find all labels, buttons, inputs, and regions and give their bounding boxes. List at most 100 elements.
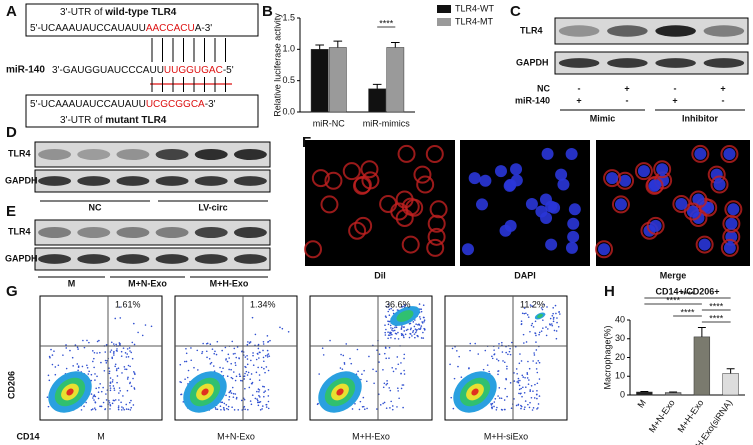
event-dot: [65, 367, 68, 370]
significance-label: ****: [666, 295, 681, 305]
event-dot: [420, 337, 423, 339]
event-dot: [234, 362, 237, 364]
nucleus: [535, 205, 548, 218]
event-dot: [97, 397, 100, 400]
event-dot: [228, 368, 230, 371]
event-dot: [71, 356, 74, 359]
event-dot: [244, 356, 247, 358]
seq-site: AACCACU: [146, 23, 195, 34]
event-dot: [250, 403, 253, 406]
event-dot: [390, 307, 392, 310]
cell-membrane: [653, 160, 672, 179]
blot-band: [655, 25, 696, 37]
event-dot: [249, 341, 252, 343]
blot-band: [155, 149, 189, 160]
event-dot: [526, 314, 529, 316]
event-dot: [247, 408, 249, 411]
event-dot: [500, 397, 503, 400]
channel-label: Dil: [374, 270, 386, 280]
event-dot: [493, 401, 496, 403]
event-dot: [520, 387, 522, 390]
nucleus: [598, 243, 611, 256]
event-dot: [134, 373, 136, 376]
sign: -: [578, 83, 581, 93]
event-dot: [50, 348, 52, 351]
x-tick-label: M+H-Exo: [676, 398, 706, 435]
event-dot: [235, 397, 238, 400]
event-dot: [114, 399, 117, 401]
sign: +: [576, 95, 581, 105]
event-dot: [535, 334, 537, 337]
event-dot: [118, 342, 121, 344]
event-dot: [258, 357, 260, 359]
event-dot: [229, 389, 232, 392]
nucleus: [548, 201, 561, 214]
event-dot: [259, 351, 261, 354]
event-dot: [130, 351, 133, 354]
blot-band: [194, 149, 228, 160]
event-dot: [529, 330, 531, 333]
event-dot: [422, 316, 425, 319]
event-dot: [363, 369, 365, 372]
blot-bg: [34, 219, 271, 246]
event-dot: [531, 305, 534, 308]
event-dot: [528, 406, 531, 409]
nucleus: [567, 230, 580, 243]
blot-bg: [34, 247, 271, 271]
event-dot: [129, 409, 132, 411]
event-dot: [387, 320, 389, 323]
event-dot: [113, 354, 115, 356]
event-dot: [422, 331, 424, 334]
condition-label: NC: [537, 83, 550, 93]
event-dot: [262, 349, 264, 352]
event-dot: [235, 396, 238, 399]
event-dot: [376, 349, 378, 352]
event-dot: [518, 388, 521, 391]
event-dot: [92, 397, 94, 399]
event-dot: [400, 306, 403, 308]
event-dot: [230, 392, 233, 394]
error-bar: [669, 391, 678, 393]
event-dot: [105, 393, 107, 395]
nucleus: [568, 203, 581, 216]
event-dot: [535, 341, 537, 343]
event-dot: [259, 396, 261, 398]
event-dot: [521, 395, 523, 398]
event-dot: [411, 331, 414, 333]
event-dot: [384, 324, 386, 327]
event-dot: [261, 408, 263, 410]
event-dot: [497, 373, 499, 376]
event-dot: [400, 328, 403, 330]
event-dot: [127, 355, 130, 358]
event-dot: [95, 387, 97, 390]
event-dot: [401, 325, 403, 327]
event-dot: [108, 367, 110, 369]
event-dot: [82, 339, 84, 342]
event-dot: [77, 365, 80, 367]
event-dot: [100, 405, 103, 408]
event-dot: [265, 403, 268, 406]
bar: [722, 373, 739, 396]
sequence-box: [25, 94, 259, 128]
event-dot: [179, 381, 181, 383]
event-dot: [517, 403, 520, 406]
event-dot: [520, 360, 523, 362]
event-dot: [245, 370, 248, 373]
density-core: [537, 313, 543, 319]
event-dot: [128, 401, 131, 404]
event-dot: [180, 393, 182, 396]
event-dot: [389, 332, 391, 334]
event-dot: [85, 401, 87, 404]
group-label: LV-circ: [198, 202, 227, 212]
event-dot: [413, 333, 416, 335]
event-dot: [266, 349, 269, 352]
event-dot: [322, 354, 325, 356]
event-dot: [414, 331, 417, 334]
event-dot: [342, 354, 345, 357]
event-dot: [373, 382, 375, 385]
nucleus: [698, 238, 711, 251]
event-dot: [255, 371, 258, 374]
event-dot: [108, 370, 111, 373]
event-dot: [214, 407, 217, 409]
x-tick-label: miR-mimics: [363, 118, 410, 128]
